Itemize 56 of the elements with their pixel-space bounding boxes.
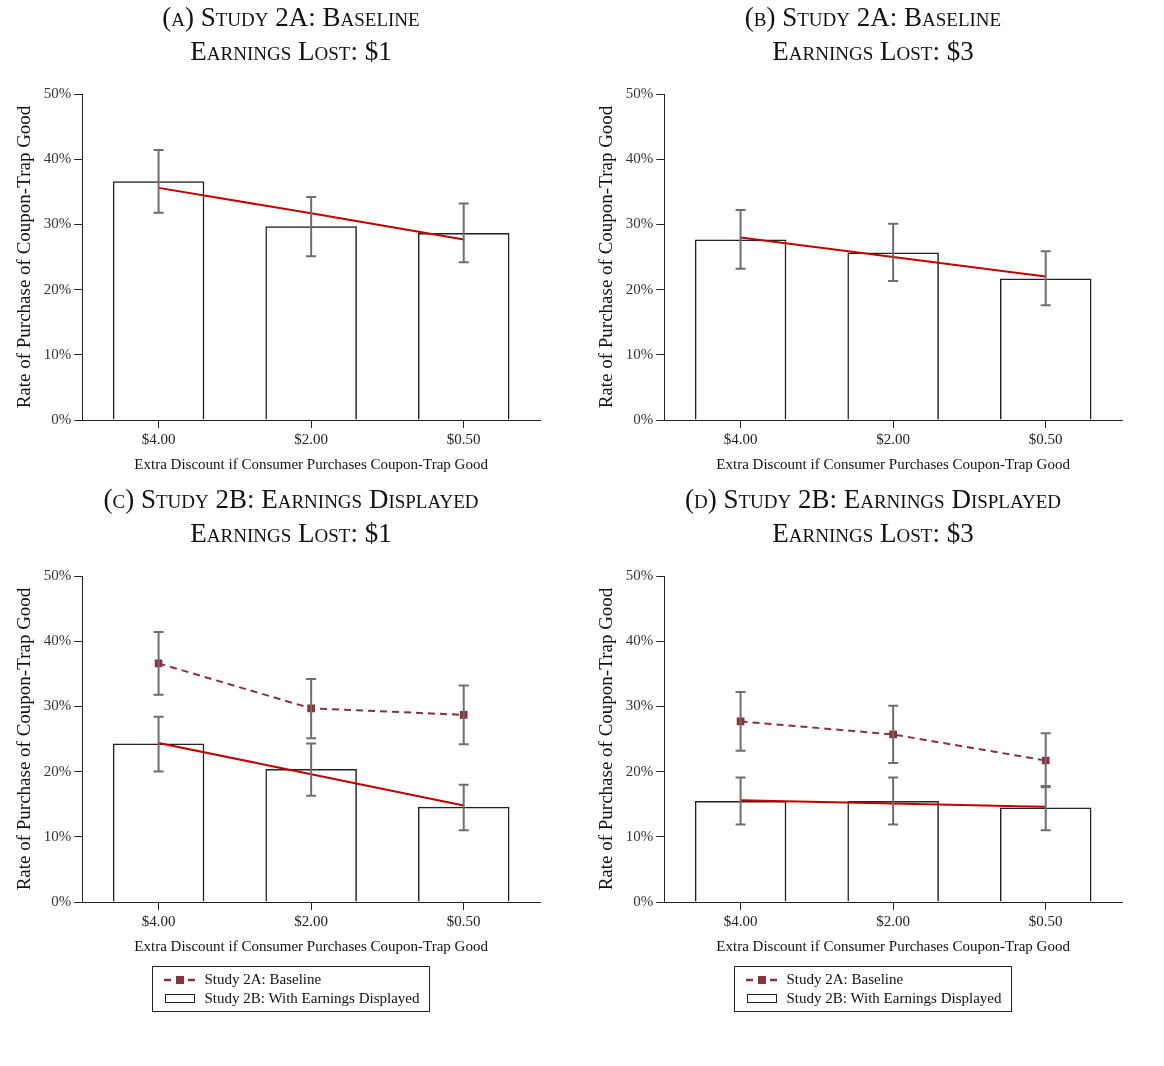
y-tick-label: 50% — [43, 566, 72, 583]
y-tick-label: 20% — [43, 762, 72, 779]
chart-subtitle: Earnings Lost: $3 — [771, 35, 975, 68]
x-tick-label: $4.00 — [723, 430, 758, 447]
y-tick-label: 30% — [625, 697, 654, 714]
chart-title: (d) Study 2B: Earnings Displayed — [683, 483, 1062, 516]
y-tick-label: 30% — [625, 215, 654, 232]
x-tick-label: $4.00 — [141, 430, 176, 447]
y-tick-label: 0% — [51, 892, 72, 909]
legend-label: Study 2A: Baseline — [204, 970, 322, 989]
x-tick-label: $4.00 — [723, 912, 758, 929]
x-tick-label: $2.00 — [294, 430, 329, 447]
x-tick-label: $0.50 — [446, 430, 481, 447]
y-tick-label: 0% — [633, 410, 654, 427]
y-axis-title: Rate of Purchase of Coupon-Trap Good — [13, 105, 35, 409]
y-axis-title: Rate of Purchase of Coupon-Trap Good — [595, 587, 617, 891]
chart-subtitle: Earnings Lost: $3 — [771, 517, 975, 550]
chart-subtitle: Earnings Lost: $1 — [189, 517, 393, 550]
y-tick-label: 20% — [43, 280, 72, 297]
x-axis-title: Extra Discount if Consumer Purchases Coupon-Trap Good — [716, 455, 1071, 472]
y-tick-label: 50% — [43, 84, 72, 101]
x-axis-title: Extra Discount if Consumer Purchases Coupon-Trap Good — [716, 937, 1071, 954]
x-tick-label: $0.50 — [1028, 430, 1063, 447]
y-axis-title: Rate of Purchase of Coupon-Trap Good — [595, 105, 617, 409]
x-tick-label: $2.00 — [876, 912, 911, 929]
y-tick-label: 40% — [625, 150, 654, 167]
y-tick-label: 20% — [625, 762, 654, 779]
x-tick-label: $0.50 — [446, 912, 481, 929]
chart-subtitle: Earnings Lost: $1 — [189, 35, 393, 68]
y-tick-label: 0% — [51, 410, 72, 427]
x-axis-title: Extra Discount if Consumer Purchases Coupon-Trap Good — [134, 937, 489, 954]
y-tick-label: 30% — [43, 215, 72, 232]
x-axis-title: Extra Discount if Consumer Purchases Coupon-Trap Good — [134, 455, 489, 472]
y-tick-label: 10% — [43, 827, 72, 844]
x-tick-label: $2.00 — [876, 430, 911, 447]
x-tick-label: $0.50 — [1028, 912, 1063, 929]
chart-title: (a) Study 2A: Baseline — [161, 1, 421, 34]
chart-title: (c) Study 2B: Earnings Displayed — [102, 483, 480, 516]
y-tick-label: 50% — [625, 84, 654, 101]
y-tick-label: 20% — [625, 280, 654, 297]
y-tick-label: 10% — [625, 345, 654, 362]
y-tick-label: 40% — [625, 632, 654, 649]
y-tick-label: 40% — [43, 632, 72, 649]
chart-title: (b) Study 2A: Baseline — [743, 1, 1003, 34]
y-axis-title: Rate of Purchase of Coupon-Trap Good — [13, 587, 35, 891]
legend-label: Study 2B: With Earnings Displayed — [204, 989, 420, 1008]
y-tick-label: 50% — [625, 566, 654, 583]
y-tick-label: 10% — [625, 827, 654, 844]
y-tick-label: 30% — [43, 697, 72, 714]
y-tick-label: 40% — [43, 150, 72, 167]
legend-label: Study 2A: Baseline — [786, 970, 904, 989]
x-tick-label: $4.00 — [141, 912, 176, 929]
y-tick-label: 0% — [633, 892, 654, 909]
y-tick-label: 10% — [43, 345, 72, 362]
x-tick-label: $2.00 — [294, 912, 329, 929]
legend-label: Study 2B: With Earnings Displayed — [786, 989, 1002, 1008]
